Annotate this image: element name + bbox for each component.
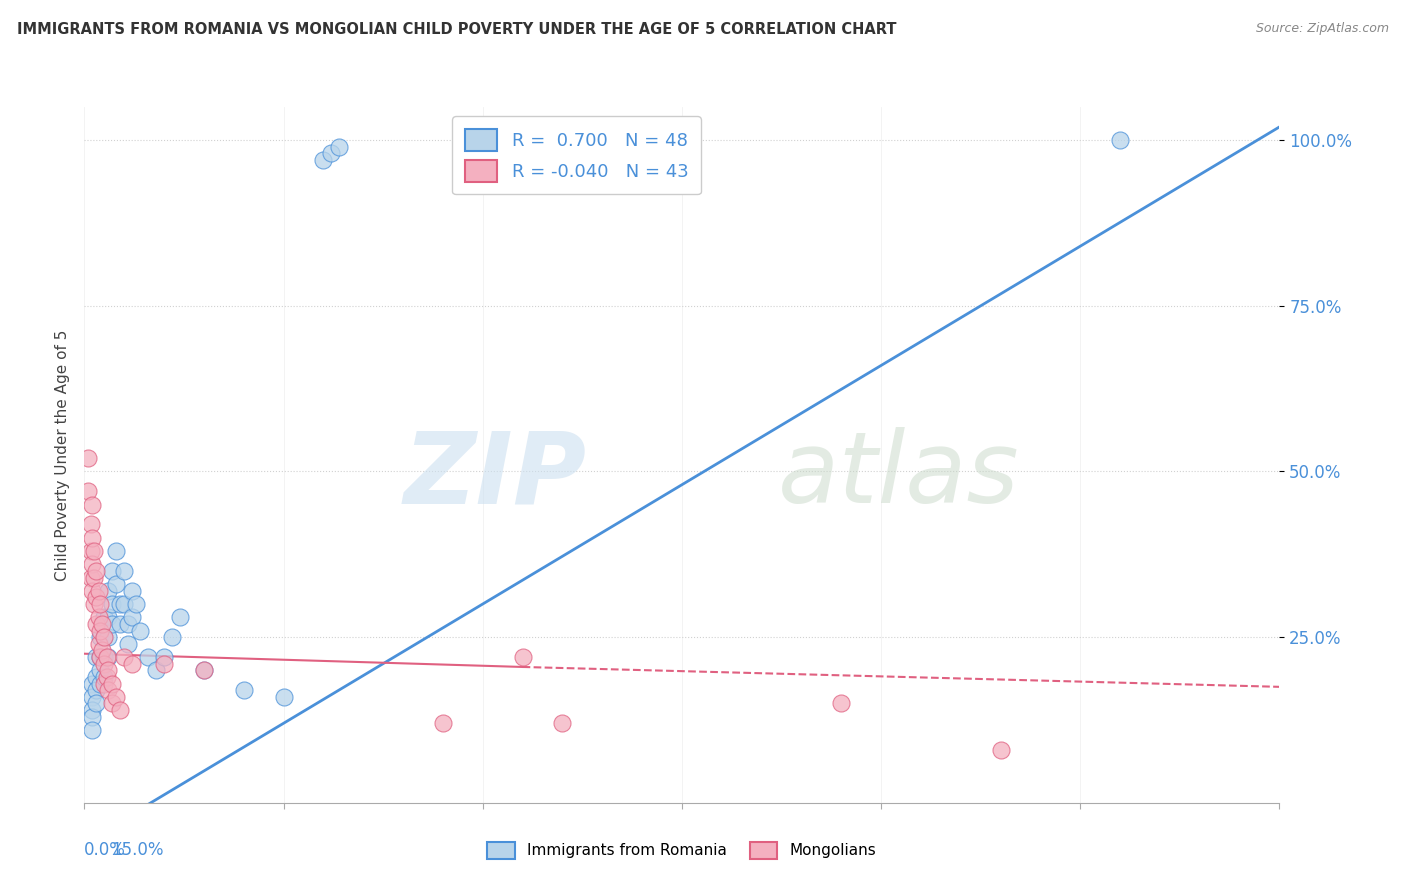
- Point: [117, 637, 139, 651]
- Point: [86, 650, 108, 665]
- Point: [90, 643, 112, 657]
- Point: [273, 690, 295, 704]
- Point: [112, 650, 135, 665]
- Point: [77, 484, 100, 499]
- Point: [82, 498, 104, 512]
- Text: atlas: atlas: [778, 427, 1019, 524]
- Point: [89, 597, 111, 611]
- Point: [82, 723, 104, 737]
- Point: [97, 683, 120, 698]
- Point: [97, 650, 120, 665]
- Point: [232, 683, 254, 698]
- Point: [117, 616, 139, 631]
- Point: [160, 630, 183, 644]
- Point: [193, 663, 215, 677]
- Point: [551, 716, 574, 731]
- Point: [89, 650, 111, 665]
- Point: [97, 610, 120, 624]
- Point: [830, 697, 852, 711]
- Point: [86, 697, 108, 711]
- Point: [97, 630, 120, 644]
- Point: [97, 663, 120, 677]
- Point: [153, 657, 176, 671]
- Point: [89, 630, 111, 644]
- Point: [90, 616, 112, 631]
- Point: [110, 616, 132, 631]
- Point: [80, 570, 103, 584]
- Point: [87, 637, 110, 651]
- Point: [80, 544, 103, 558]
- Point: [82, 558, 104, 572]
- Point: [312, 153, 335, 167]
- Point: [96, 650, 118, 665]
- Point: [112, 597, 135, 611]
- Point: [93, 610, 115, 624]
- Point: [86, 564, 108, 578]
- Point: [101, 697, 124, 711]
- Point: [82, 583, 104, 598]
- Point: [121, 657, 143, 671]
- Point: [328, 140, 350, 154]
- Point: [82, 709, 104, 723]
- Point: [82, 676, 104, 690]
- Point: [83, 544, 105, 558]
- Point: [97, 583, 120, 598]
- Point: [101, 616, 124, 631]
- Point: [101, 597, 124, 611]
- Text: 0.0%: 0.0%: [84, 841, 127, 859]
- Point: [96, 670, 118, 684]
- Point: [1109, 133, 1132, 147]
- Point: [121, 610, 143, 624]
- Point: [82, 703, 104, 717]
- Point: [89, 624, 111, 638]
- Point: [121, 583, 143, 598]
- Text: Source: ZipAtlas.com: Source: ZipAtlas.com: [1256, 22, 1389, 36]
- Point: [87, 610, 110, 624]
- Point: [432, 716, 454, 731]
- Point: [89, 650, 111, 665]
- Point: [93, 650, 115, 665]
- Point: [80, 517, 103, 532]
- Point: [93, 657, 115, 671]
- Text: ZIP: ZIP: [404, 427, 586, 524]
- Point: [990, 743, 1012, 757]
- Point: [93, 676, 115, 690]
- Point: [101, 676, 124, 690]
- Point: [87, 583, 110, 598]
- Point: [93, 630, 115, 644]
- Point: [129, 624, 152, 638]
- Point: [83, 597, 105, 611]
- Point: [86, 683, 108, 698]
- Point: [93, 670, 115, 684]
- Text: 15.0%: 15.0%: [111, 841, 165, 859]
- Point: [86, 591, 108, 605]
- Point: [193, 663, 215, 677]
- Point: [112, 564, 135, 578]
- Point: [93, 630, 115, 644]
- Legend: Immigrants from Romania, Mongolians: Immigrants from Romania, Mongolians: [481, 836, 883, 864]
- Point: [83, 570, 105, 584]
- Point: [153, 650, 176, 665]
- Point: [105, 690, 128, 704]
- Point: [145, 663, 167, 677]
- Y-axis label: Child Poverty Under the Age of 5: Child Poverty Under the Age of 5: [55, 329, 70, 581]
- Point: [86, 670, 108, 684]
- Point: [89, 676, 111, 690]
- Point: [105, 577, 128, 591]
- Point: [89, 663, 111, 677]
- Point: [82, 690, 104, 704]
- Point: [110, 703, 132, 717]
- Point: [110, 597, 132, 611]
- Point: [169, 610, 191, 624]
- Point: [512, 650, 534, 665]
- Point: [105, 544, 128, 558]
- Point: [321, 146, 343, 161]
- Point: [101, 564, 124, 578]
- Point: [125, 597, 148, 611]
- Text: IMMIGRANTS FROM ROMANIA VS MONGOLIAN CHILD POVERTY UNDER THE AGE OF 5 CORRELATIO: IMMIGRANTS FROM ROMANIA VS MONGOLIAN CHI…: [17, 22, 897, 37]
- Point: [86, 616, 108, 631]
- Point: [77, 451, 100, 466]
- Point: [82, 531, 104, 545]
- Point: [136, 650, 159, 665]
